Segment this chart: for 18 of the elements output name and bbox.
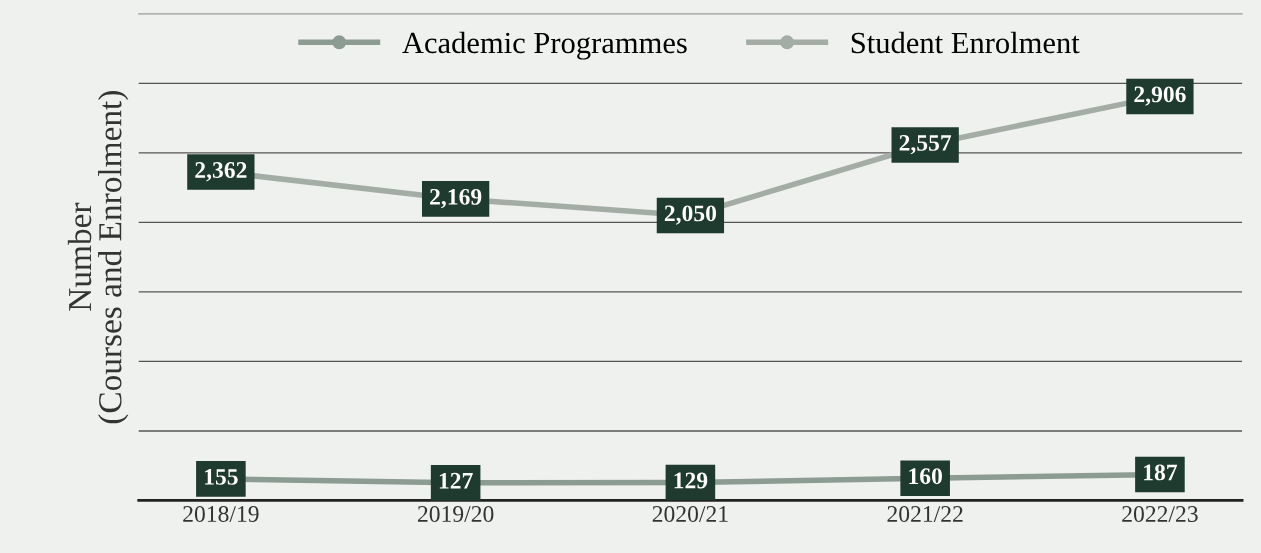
- y-axis-title: Number (Courses and Enrolment): [67, 91, 129, 424]
- legend-label: Student Enrolment: [851, 31, 1080, 54]
- x-tick-label: 2021/22: [887, 506, 963, 522]
- data-label: 129: [674, 472, 708, 489]
- data-label: 155: [205, 469, 238, 485]
- data-label: 160: [909, 468, 942, 485]
- data-label: 2,362: [195, 162, 247, 182]
- x-tick-label: 2020/21: [652, 506, 728, 522]
- x-tick-label: 2018/19: [183, 506, 259, 522]
- legend-label: Academic Programmes: [402, 31, 687, 60]
- data-label: 2,557: [899, 134, 952, 155]
- x-tick-label: 2019/20: [417, 506, 494, 522]
- x-tick-label: 2022/23: [1122, 506, 1198, 522]
- data-label: 2,169: [430, 188, 482, 209]
- data-label: 2,906: [1134, 86, 1186, 106]
- data-label: 187: [1144, 464, 1178, 481]
- data-label: 127: [439, 472, 473, 489]
- data-label: 2,050: [664, 205, 717, 225]
